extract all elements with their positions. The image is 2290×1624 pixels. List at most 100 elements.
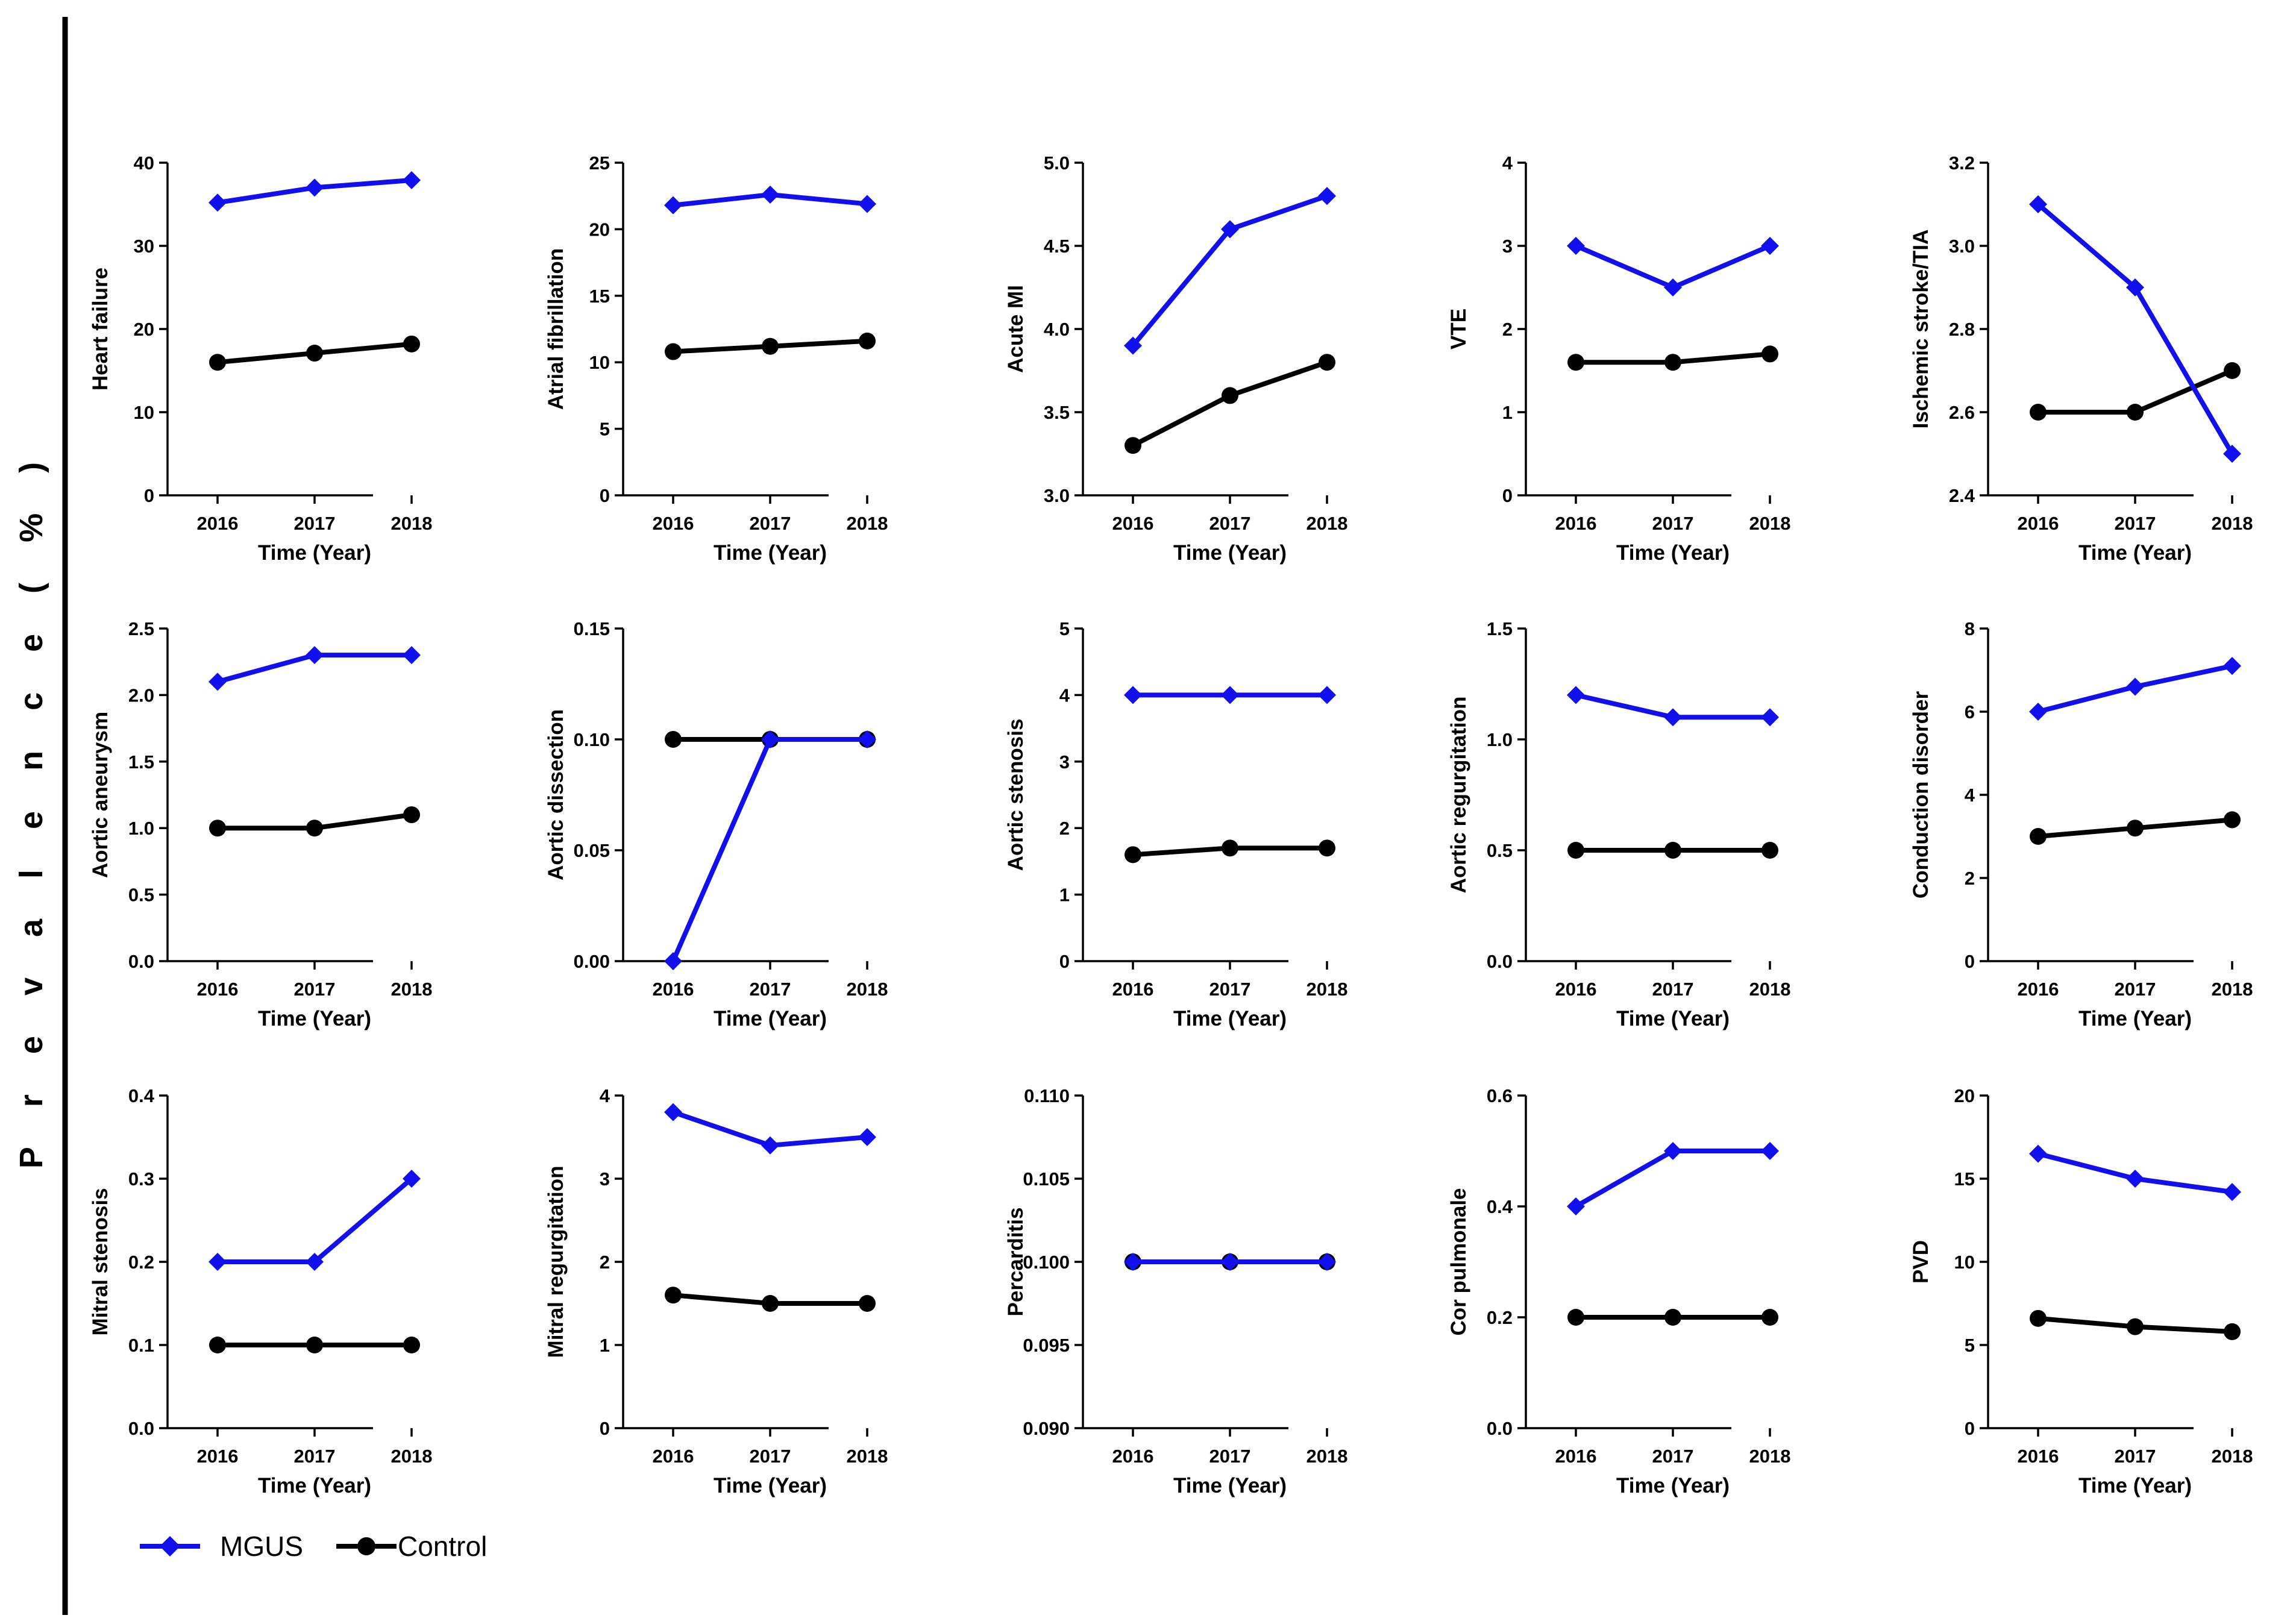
y-tick-label: 1 <box>1502 402 1513 423</box>
mgus-data-point <box>1761 237 1779 255</box>
chart-panel: 0.0 0.2 0.4 0.6 2016 2017 2018 Time (Year) Cor p… <box>1447 1085 1790 1497</box>
control-data-point <box>403 1337 420 1353</box>
y-tick-label: 2 <box>1502 319 1513 340</box>
x-tick-label: 2018 <box>1307 513 1348 534</box>
y-tick-label: 0 <box>144 485 154 506</box>
control-data-point <box>306 820 323 837</box>
y-tick-label: 3.2 <box>1949 152 1975 174</box>
control-data-point <box>665 343 682 360</box>
control-data-point <box>1222 839 1238 857</box>
y-tick-label: 0.0 <box>1487 951 1513 972</box>
mgus-data-point <box>209 1253 227 1271</box>
x-axis-title: Time (Year) <box>258 1474 371 1497</box>
chart-panel: 0 5 10 15 20 2016 2017 2018 Time (Year) PVD <box>1909 1085 2253 1497</box>
y-axis-title: Mitral stenosis <box>89 1188 112 1335</box>
mgus-data-point <box>209 672 227 691</box>
control-data-point <box>665 731 682 748</box>
mgus-data-point <box>1221 220 1239 239</box>
y-tick-label: 20 <box>589 219 610 240</box>
x-axis-title: Time (Year) <box>258 1007 371 1030</box>
y-tick-label: 30 <box>134 236 154 257</box>
x-axis-title: Time (Year) <box>714 541 827 565</box>
y-tick-label: 1 <box>600 1335 610 1356</box>
y-axis-title: PVD <box>1909 1240 1933 1284</box>
y-tick-label: 0.3 <box>128 1168 154 1190</box>
y-tick-label: 0.15 <box>574 618 610 639</box>
x-tick-label: 2017 <box>2115 1446 2156 1467</box>
mgus-data-point <box>1318 187 1336 205</box>
y-tick-label: 0.100 <box>1023 1252 1070 1273</box>
y-tick-label: 2.4 <box>1949 485 1975 506</box>
y-tick-label: 0 <box>1965 951 1975 972</box>
mgus-series-line <box>671 737 867 962</box>
y-tick-label: 1.0 <box>1487 729 1513 750</box>
y-tick-label: 0.0 <box>1487 1418 1513 1439</box>
control-data-point <box>2127 820 2144 837</box>
mgus-data-point <box>1761 708 1779 727</box>
mgus-data-point <box>664 952 682 970</box>
control-data-point <box>665 1287 682 1304</box>
y-tick-label: 8 <box>1965 618 1975 639</box>
chart-panel: 0.00 0.05 0.10 0.15 2016 2017 2018 Time (Year) A… <box>544 618 888 1030</box>
control-data-point <box>2224 1323 2241 1340</box>
mgus-data-point <box>2223 1183 2241 1202</box>
control-data-point <box>1567 1309 1584 1326</box>
y-tick-label: 0 <box>600 485 610 506</box>
y-axis-title: Aortic stenosis <box>1004 719 1027 871</box>
y-tick-label: 3 <box>1502 236 1513 257</box>
x-axis-title: Time (Year) <box>2078 1474 2192 1497</box>
y-tick-label: 5 <box>1965 1335 1975 1356</box>
x-axis-title: Time (Year) <box>1616 1474 1730 1497</box>
x-axis-title: Time (Year) <box>1173 541 1287 565</box>
mgus-data-point <box>403 646 421 665</box>
control-data-point <box>1761 1309 1778 1326</box>
y-tick-label: 0.2 <box>128 1252 154 1273</box>
chart-panel: 0.090 0.095 0.100 0.105 0.110 2016 2017 2018 Tim… <box>1004 1085 1347 1497</box>
x-tick-label: 2018 <box>2212 1446 2253 1467</box>
y-tick-label: 0.090 <box>1023 1418 1070 1439</box>
x-tick-label: 2018 <box>2212 979 2253 1000</box>
mgus-data-point <box>1124 1253 1142 1271</box>
control-data-point <box>1567 842 1584 859</box>
x-tick-label: 2018 <box>391 513 433 534</box>
y-tick-label: 25 <box>589 152 610 174</box>
control-data-point <box>762 337 779 355</box>
x-tick-label: 2016 <box>1112 979 1154 1000</box>
mgus-data-point <box>761 730 779 748</box>
y-tick-label: 1.5 <box>128 751 154 773</box>
legend-item: Control <box>336 1531 487 1562</box>
chart-panel: 0 2 4 6 8 2016 2017 2018 Time (Year) Conduction d… <box>1909 618 2253 1030</box>
mgus-data-point <box>306 1253 324 1271</box>
x-tick-label: 2018 <box>1749 1446 1791 1467</box>
mgus-data-point <box>761 1136 779 1155</box>
x-tick-label: 2018 <box>847 1446 888 1467</box>
control-data-point <box>2224 811 2241 829</box>
legend: MGUS Control <box>140 1531 487 1562</box>
x-axis-title: Time (Year) <box>2078 541 2192 565</box>
y-tick-label: 0.5 <box>1487 840 1513 861</box>
x-tick-label: 2016 <box>1555 513 1597 534</box>
y-tick-label: 20 <box>134 319 154 340</box>
control-data-point <box>1125 846 1141 864</box>
x-tick-label: 2018 <box>1749 979 1791 1000</box>
control-data-point <box>1567 354 1584 371</box>
y-tick-label: 1.5 <box>1487 618 1513 639</box>
y-tick-label: 0.105 <box>1023 1168 1070 1190</box>
mgus-data-point <box>403 1170 421 1188</box>
x-tick-label: 2016 <box>2018 513 2059 534</box>
mgus-data-point <box>2029 1144 2047 1163</box>
x-tick-label: 2017 <box>1652 1446 1694 1467</box>
y-tick-label: 0 <box>1965 1418 1975 1439</box>
x-tick-label: 2016 <box>197 1446 239 1467</box>
mgus-data-point <box>306 178 324 197</box>
y-super-label: P r e v a l e n c e ( % ) <box>13 447 49 1168</box>
y-tick-label: 0.10 <box>574 729 610 750</box>
control-data-point <box>1664 842 1681 859</box>
mgus-data-point <box>1221 686 1239 704</box>
y-axis-title: Ischemic stroke/TIA <box>1909 230 1933 429</box>
chart-panel: 0 1 2 3 4 2016 2017 2018 Time (Year) Mitral regur… <box>544 1085 888 1497</box>
y-tick-label: 0 <box>600 1418 610 1439</box>
y-tick-label: 2.6 <box>1949 402 1975 423</box>
y-tick-label: 4.0 <box>1044 319 1070 340</box>
x-tick-label: 2016 <box>197 513 239 534</box>
